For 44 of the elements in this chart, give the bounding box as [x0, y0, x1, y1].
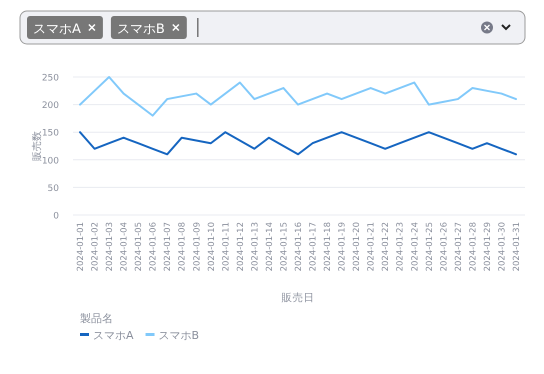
y-tick-label: 100: [42, 156, 60, 166]
x-tick-label: 2024-01-01: [76, 222, 86, 272]
x-tick-label: 2024-01-23: [396, 222, 406, 272]
x-tick-label: 2024-01-12: [236, 222, 246, 272]
x-tick-label: 2024-01-28: [468, 222, 478, 272]
legend-title: 製品名: [80, 312, 113, 325]
x-tick-label: 2024-01-27: [454, 222, 464, 272]
x-tick-label: 2024-01-04: [120, 222, 130, 272]
x-tick-label: 2024-01-16: [294, 222, 304, 272]
x-tick-label: 2024-01-22: [381, 222, 392, 272]
x-tick-label: 2024-01-07: [163, 222, 174, 272]
x-tick-label: 2024-01-10: [206, 222, 217, 272]
x-tick-label: 2024-01-19: [338, 222, 348, 272]
line-series: [79, 76, 517, 117]
x-tick-label: 2024-01-03: [105, 222, 116, 272]
x-tick-label: 2024-01-31: [512, 222, 522, 272]
x-tick-label: 2024-01-09: [192, 222, 202, 272]
x-tick-label: 2024-01-21: [366, 222, 377, 272]
y-axis-title: 販売数: [31, 131, 43, 161]
x-tick-label: 2024-01-15: [279, 222, 290, 272]
y-tick-label: 50: [48, 184, 60, 194]
x-tick-label: 2024-01-25: [424, 222, 435, 272]
y-tick-label: 200: [42, 101, 60, 112]
x-tick-label: 2024-01-05: [134, 222, 144, 272]
line-series: [79, 131, 517, 156]
x-tick-label: 2024-01-06: [148, 222, 159, 272]
x-tick-label: 2024-01-20: [352, 222, 362, 272]
x-tick-label: 2024-01-02: [90, 222, 101, 272]
x-tick-label: 2024-01-11: [221, 222, 232, 272]
x-tick-label: 2024-01-29: [482, 222, 493, 272]
y-tick-label: 250: [42, 74, 60, 84]
legend-label: スマホB: [158, 329, 200, 342]
y-tick-label: 0: [53, 212, 60, 222]
x-tick-label: 2024-01-24: [410, 222, 420, 272]
x-tick-label: 2024-01-30: [497, 222, 508, 272]
x-tick-label: 2024-01-26: [439, 222, 450, 272]
x-tick-label: 2024-01-14: [264, 222, 275, 272]
x-tick-label: 2024-01-13: [250, 222, 260, 272]
x-axis-title: 販売日: [282, 291, 314, 304]
x-tick-label: 2024-01-18: [323, 222, 334, 272]
x-tick-label: 2024-01-08: [178, 222, 188, 272]
legend-label: スマホA: [93, 329, 134, 342]
y-tick-label: 150: [42, 128, 60, 139]
x-tick-label: 2024-01-17: [308, 222, 319, 272]
